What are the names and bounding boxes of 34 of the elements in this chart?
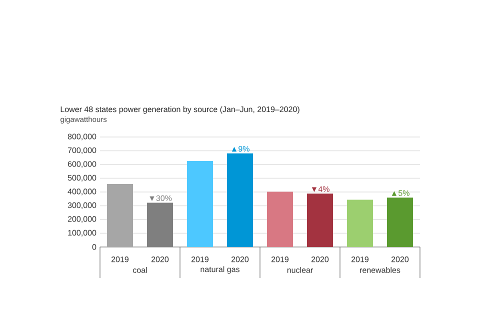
- bar: [147, 202, 173, 247]
- bar: [386, 198, 413, 247]
- annotation: ▼4%: [312, 186, 330, 192]
- annotation: ▼30%: [150, 195, 172, 202]
- y-tick-label: 300,000: [68, 202, 96, 210]
- bar: [346, 200, 373, 247]
- chart-title: Lower 48 states power generation by source (Jan–Jun, 2019–2020): [60, 106, 300, 114]
- x-tick-label: 2020: [392, 256, 409, 262]
- y-tick-label: 700,000: [68, 147, 96, 154]
- y-tick-label: 0: [92, 244, 96, 250]
- x-tick-label: 2019: [352, 256, 368, 262]
- annotation: ▲9%: [232, 146, 250, 152]
- x-tick-label: 2019: [272, 256, 289, 262]
- x-tick-label: 2019: [112, 256, 129, 262]
- bar: [306, 194, 333, 247]
- bar: [187, 161, 213, 247]
- y-tick-label: 100,000: [68, 230, 96, 237]
- x-tick-label: 2020: [152, 256, 169, 262]
- x-tick-label: 2020: [312, 256, 329, 262]
- y-tick-label: 200,000: [68, 216, 96, 223]
- bar: [267, 192, 293, 247]
- y-tick-label: 400,000: [68, 188, 96, 196]
- text: nuclear: [287, 267, 313, 273]
- text: natural gas: [200, 266, 240, 274]
- y-tick-label: 500,000: [68, 174, 96, 182]
- x-tick-label: 2019: [192, 256, 209, 262]
- bar: [227, 153, 253, 247]
- bar: [107, 184, 134, 247]
- y-tick-label: 600,000: [68, 161, 96, 168]
- text: renewables: [360, 267, 400, 273]
- x-tick-label: 2020: [232, 256, 249, 262]
- text: coal: [133, 267, 147, 273]
- y-tick-label: 800,000: [68, 134, 96, 140]
- annotation: ▲5%: [392, 190, 410, 196]
